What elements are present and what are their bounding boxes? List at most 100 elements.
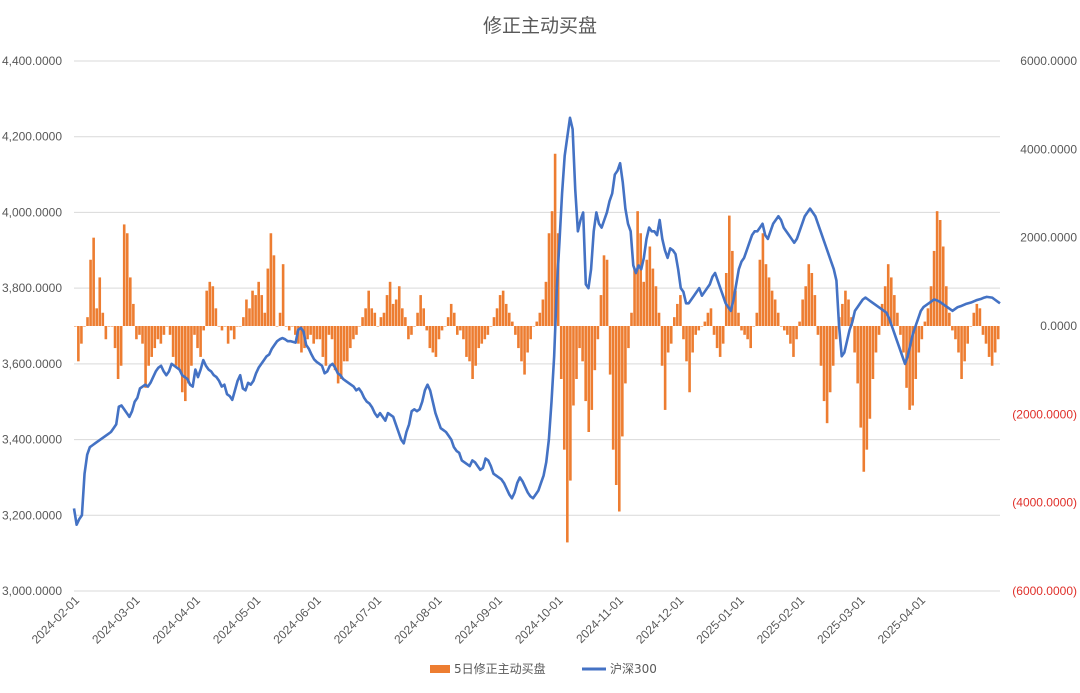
left-tick-label: 4,400.0000 xyxy=(2,54,62,68)
bar xyxy=(260,295,264,326)
bar xyxy=(627,326,630,349)
left-tick-label: 3,400.0000 xyxy=(2,433,62,447)
bar xyxy=(547,233,551,326)
bar xyxy=(804,286,808,326)
bar xyxy=(948,312,951,326)
bar xyxy=(834,326,838,340)
bar xyxy=(349,326,352,349)
bar xyxy=(761,233,765,326)
bar xyxy=(538,312,542,326)
bar xyxy=(147,326,150,366)
bar xyxy=(877,326,881,335)
bar xyxy=(865,326,869,450)
bar xyxy=(239,326,242,327)
bar xyxy=(474,326,477,366)
bar xyxy=(223,326,227,327)
bar xyxy=(168,326,172,335)
bar xyxy=(853,326,856,353)
bar xyxy=(633,268,636,326)
bar xyxy=(159,326,163,344)
bar xyxy=(333,326,337,371)
bar xyxy=(278,312,282,326)
bar xyxy=(685,326,688,362)
bar xyxy=(309,326,312,335)
bar xyxy=(180,326,184,393)
bar xyxy=(86,317,89,326)
left-tick-label: 4,200.0000 xyxy=(2,130,62,144)
bar xyxy=(104,326,108,340)
bar xyxy=(422,308,425,326)
bar-series-group xyxy=(74,153,1000,543)
bar xyxy=(593,326,597,371)
bar xyxy=(770,290,774,326)
right-tick-label: 4000.0000 xyxy=(1020,142,1077,156)
bar xyxy=(437,326,441,340)
bar xyxy=(196,326,199,349)
bar xyxy=(364,308,367,326)
bar xyxy=(810,273,814,326)
legend-swatch-bar xyxy=(430,665,450,673)
bar xyxy=(184,326,187,402)
bar xyxy=(929,286,933,326)
bar xyxy=(110,326,114,327)
bar xyxy=(416,312,419,326)
bar xyxy=(624,326,627,384)
bar xyxy=(862,326,866,472)
bar xyxy=(74,326,77,327)
bar xyxy=(77,326,80,362)
bar xyxy=(315,326,319,340)
bar xyxy=(122,224,126,326)
gridlines xyxy=(74,60,1000,592)
bar xyxy=(306,326,309,340)
bar xyxy=(581,326,584,362)
bar xyxy=(129,277,132,326)
bar xyxy=(743,326,746,335)
bar xyxy=(880,303,884,326)
bar xyxy=(731,250,734,326)
bar xyxy=(410,326,413,335)
bar xyxy=(984,326,988,344)
bar xyxy=(541,299,545,326)
bar xyxy=(844,290,847,326)
bar xyxy=(330,326,334,340)
bar xyxy=(462,326,465,340)
bar xyxy=(501,290,505,326)
bar xyxy=(177,326,181,371)
bar xyxy=(370,308,374,326)
bar xyxy=(272,255,276,326)
bar xyxy=(987,326,991,357)
bar xyxy=(874,326,878,353)
left-tick-label: 3,800.0000 xyxy=(2,281,62,295)
bar xyxy=(893,295,896,326)
bar xyxy=(584,326,587,402)
bar xyxy=(535,321,539,326)
bar xyxy=(776,312,780,326)
bar xyxy=(724,273,728,326)
bar xyxy=(871,326,875,379)
bar xyxy=(199,326,202,357)
bar xyxy=(559,326,563,379)
bar xyxy=(80,326,83,344)
bar xyxy=(996,326,1000,340)
bar xyxy=(514,326,517,335)
bar xyxy=(443,326,447,327)
bar xyxy=(957,326,960,353)
bar xyxy=(495,308,499,326)
bar xyxy=(981,326,985,335)
bar xyxy=(492,317,496,326)
bar xyxy=(269,233,273,326)
bar xyxy=(566,326,569,543)
bar xyxy=(413,326,416,327)
bar xyxy=(431,326,435,353)
bar xyxy=(923,321,927,326)
bar xyxy=(532,326,536,327)
legend-label-bar: 5日修正主动买盘 xyxy=(454,661,546,676)
bar xyxy=(468,326,471,362)
bar xyxy=(425,326,429,331)
bar xyxy=(899,326,902,335)
bar xyxy=(621,326,624,437)
bar xyxy=(932,250,936,326)
bar xyxy=(449,303,453,326)
